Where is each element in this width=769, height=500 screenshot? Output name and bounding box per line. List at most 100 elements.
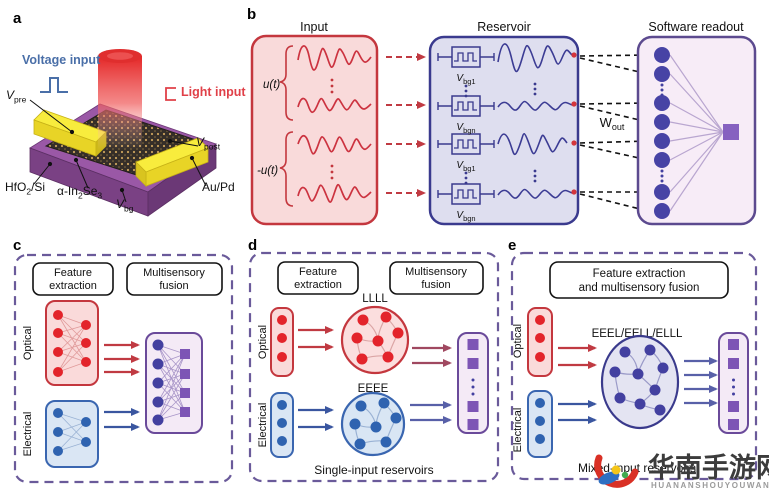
svg-text:Multisensory: Multisensory bbox=[143, 267, 205, 279]
readout-nodes bbox=[654, 47, 670, 219]
optical-input bbox=[270, 307, 294, 377]
optical-label: Optical bbox=[22, 326, 34, 360]
svg-text:Multisensory: Multisensory bbox=[405, 266, 467, 278]
feature-extraction-header: Feature extraction bbox=[277, 261, 359, 295]
svg-text:and multisensory fusion: and multisensory fusion bbox=[579, 282, 700, 294]
panel-border bbox=[510, 251, 758, 481]
sample-dots bbox=[571, 52, 577, 195]
input-box: u(t) -u(t) bbox=[250, 34, 379, 226]
fusion-output bbox=[718, 332, 749, 434]
input-waveforms bbox=[297, 45, 372, 203]
vertical-dots bbox=[660, 83, 664, 183]
llll-output-arrows bbox=[412, 344, 452, 367]
input-title: Input bbox=[300, 20, 328, 34]
reservoir-state-waveforms bbox=[497, 43, 573, 199]
in2se3-label: α-In2Se3 bbox=[57, 184, 103, 201]
readout-title: Software readout bbox=[648, 20, 744, 34]
hfo2-si-label: HfO2/Si bbox=[5, 180, 46, 197]
output-square bbox=[723, 124, 739, 140]
optical-network bbox=[45, 300, 99, 386]
voltage-pulse-icon bbox=[40, 77, 68, 93]
multisensory-fusion-header: Multisensory fusion bbox=[126, 262, 223, 296]
watermark-text-cn: 华南手游网 bbox=[648, 453, 769, 483]
panel-border bbox=[248, 251, 500, 483]
panel-a-label: a bbox=[13, 10, 22, 27]
reservoir-flow-figure: Input Reservoir Software readout u(t) -u… bbox=[250, 20, 757, 226]
panel-e-figure: Feature extraction and multisensory fusi… bbox=[510, 251, 758, 481]
electrical-label: Electrical bbox=[512, 408, 524, 453]
electrical-network bbox=[45, 400, 99, 468]
v-pre-label: Vpre bbox=[6, 88, 27, 105]
mixed-reservoir-label: EEEL/EELL/ELLL bbox=[592, 328, 683, 340]
electrical-input bbox=[270, 392, 294, 458]
panel-e-label: e bbox=[508, 237, 517, 254]
optical-arrows bbox=[104, 341, 140, 376]
eeee-output-arrows bbox=[410, 401, 452, 424]
u-t-label: u(t) bbox=[263, 79, 280, 91]
llll-label: LLLL bbox=[362, 293, 388, 305]
electrical-arrows bbox=[104, 408, 140, 431]
neg-u-t-label: -u(t) bbox=[257, 165, 278, 177]
electrical-arrows bbox=[298, 406, 334, 431]
panel-c-figure: Feature extraction Multisensory fusion O… bbox=[13, 253, 234, 484]
optical-arrows bbox=[298, 326, 334, 351]
fusion-output bbox=[457, 332, 489, 434]
watermark-logo bbox=[594, 454, 639, 488]
watermark-text-en: HUANANSHOUYOUWANG bbox=[651, 481, 769, 490]
light-pulse-icon bbox=[165, 87, 176, 101]
voltage-input-label: Voltage input bbox=[22, 53, 101, 67]
electrical-label: Electrical bbox=[22, 412, 34, 457]
input-to-reservoir-arrows bbox=[386, 53, 426, 197]
reservoir-title: Reservoir bbox=[477, 20, 531, 34]
brace-icons bbox=[279, 45, 294, 207]
vbg1-label: Vbg1 bbox=[456, 73, 475, 86]
vertical-dots bbox=[330, 78, 334, 180]
vbgn-label: Vbgn bbox=[456, 122, 475, 135]
fusion-network bbox=[145, 332, 203, 434]
au-pd-label: Au/Pd bbox=[202, 180, 235, 194]
vbgn-label: Vbgn bbox=[456, 210, 475, 223]
v-bg-label: Vbg bbox=[116, 197, 134, 214]
optical-input bbox=[527, 307, 553, 377]
panel-d-label: d bbox=[248, 237, 258, 254]
svg-text:fusion: fusion bbox=[159, 280, 188, 292]
eeee-label: EEEE bbox=[358, 383, 389, 395]
electrical-arrows bbox=[558, 400, 597, 424]
feature-extraction-header: Feature extraction bbox=[32, 262, 114, 296]
reservoir-box: Vbg1 Vbgn Vbg1 Vbgn bbox=[428, 35, 580, 226]
w-out-label: Wout bbox=[600, 115, 625, 132]
device-schematic bbox=[29, 49, 217, 217]
optical-label: Optical bbox=[512, 324, 524, 358]
readout-weights bbox=[669, 54, 724, 212]
vbg1-label: Vbg1 bbox=[456, 160, 475, 173]
svg-text:Feature: Feature bbox=[299, 266, 337, 278]
panel-e-caption: Mixed-input reservoirs bbox=[578, 461, 696, 475]
panel-b-label: b bbox=[247, 6, 257, 23]
panel-d-caption: Single-input reservoirs bbox=[314, 463, 433, 477]
llll-reservoir bbox=[340, 305, 410, 375]
panel-border bbox=[13, 253, 234, 484]
svg-text:fusion: fusion bbox=[421, 279, 450, 291]
combined-header: Feature extraction and multisensory fusi… bbox=[549, 261, 729, 299]
optical-label: Optical bbox=[257, 325, 269, 359]
panel-c-label: c bbox=[13, 237, 22, 254]
svg-text:Feature: Feature bbox=[54, 267, 92, 279]
v-post-label: Vpost bbox=[196, 135, 221, 152]
mixed-reservoir bbox=[600, 334, 680, 430]
panel-d-figure: Feature extraction Multisensory fusion O… bbox=[248, 251, 500, 483]
light-beam bbox=[98, 49, 142, 150]
optical-arrows bbox=[558, 344, 597, 369]
vertical-dots bbox=[464, 82, 537, 185]
readout-box bbox=[636, 35, 757, 226]
multisensory-fusion-header: Multisensory fusion bbox=[389, 261, 484, 295]
reservoir-to-readout-arrows bbox=[579, 51, 650, 214]
eeee-reservoir bbox=[340, 391, 406, 457]
mixed-output-arrows bbox=[684, 357, 718, 407]
light-input-label: Light input bbox=[181, 85, 246, 99]
svg-text:extraction: extraction bbox=[49, 280, 97, 292]
svg-text:Feature extraction: Feature extraction bbox=[593, 268, 686, 280]
electrical-input bbox=[527, 390, 553, 458]
svg-text:extraction: extraction bbox=[294, 279, 342, 291]
leader-lines bbox=[29, 99, 207, 203]
